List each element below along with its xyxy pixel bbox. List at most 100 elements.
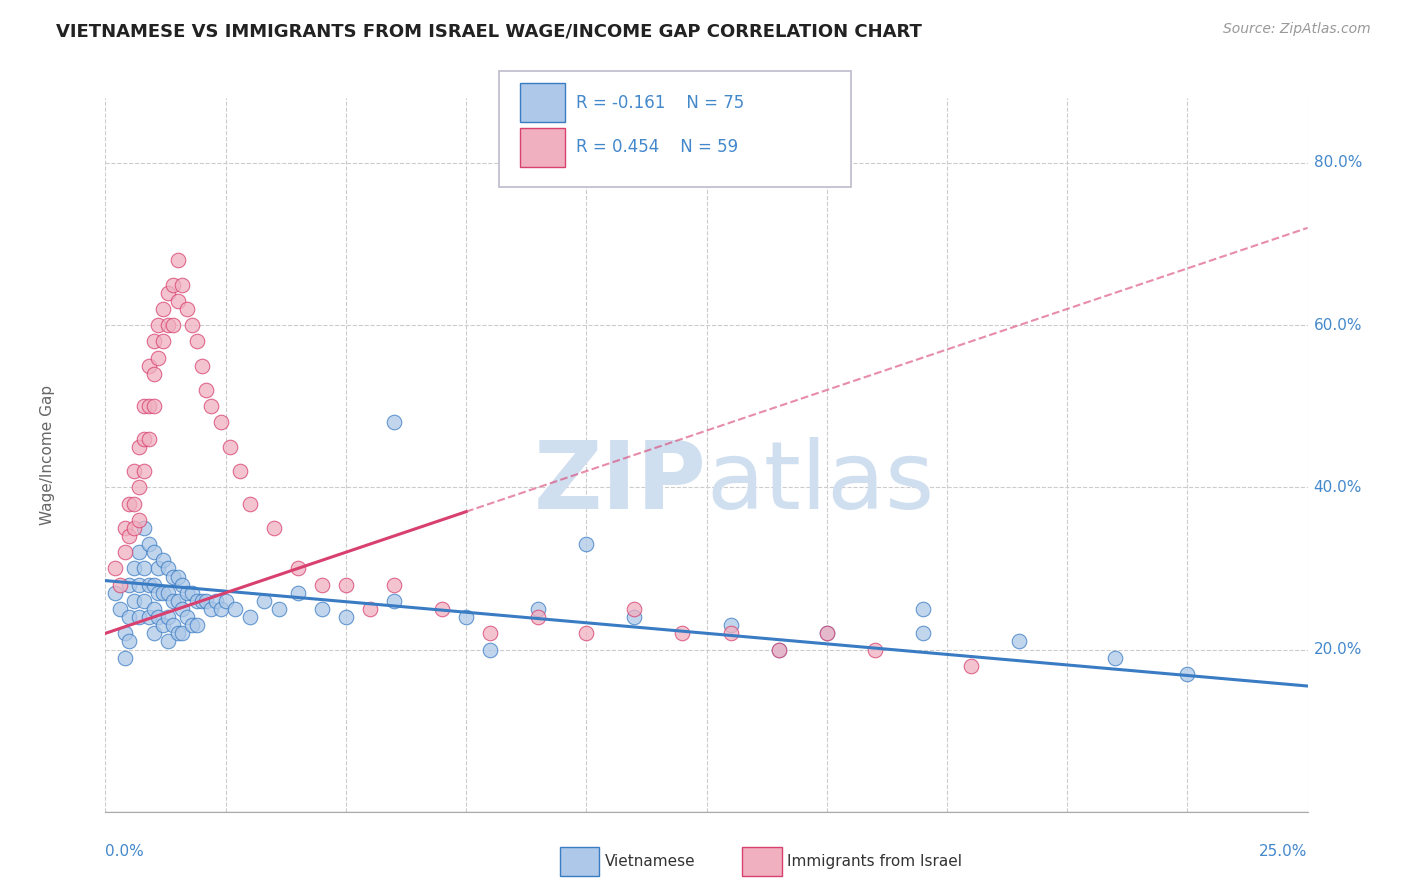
Point: [132, 594, 155, 608]
Point: [148, 561, 170, 575]
Point: [720, 618, 742, 632]
Point: [114, 521, 136, 535]
Point: [124, 464, 146, 478]
Point: [863, 642, 886, 657]
Point: [267, 602, 290, 616]
Point: [152, 618, 174, 632]
Point: [162, 618, 184, 632]
Point: [382, 416, 405, 430]
Point: [195, 594, 218, 608]
Text: R = 0.454    N = 59: R = 0.454 N = 59: [576, 138, 738, 156]
Point: [200, 602, 222, 616]
Point: [200, 399, 222, 413]
Text: 40.0%: 40.0%: [1313, 480, 1362, 495]
Point: [1008, 634, 1031, 648]
Point: [108, 602, 131, 616]
Point: [124, 594, 146, 608]
Point: [181, 618, 204, 632]
Point: [623, 602, 645, 616]
Point: [176, 586, 198, 600]
Point: [239, 497, 262, 511]
Point: [527, 610, 550, 624]
Point: [205, 594, 228, 608]
Point: [253, 594, 276, 608]
Point: [176, 301, 198, 316]
Point: [142, 577, 165, 591]
Point: [132, 399, 155, 413]
Point: [720, 626, 742, 640]
Point: [214, 594, 236, 608]
Point: [190, 359, 212, 373]
Point: [815, 626, 838, 640]
Point: [124, 561, 146, 575]
Text: 25.0%: 25.0%: [1260, 844, 1308, 859]
Point: [172, 602, 194, 616]
Point: [311, 577, 333, 591]
Text: R = -0.161    N = 75: R = -0.161 N = 75: [576, 94, 745, 112]
Point: [382, 594, 405, 608]
Point: [138, 577, 160, 591]
Point: [132, 464, 155, 478]
Point: [138, 610, 160, 624]
Point: [108, 577, 131, 591]
Point: [224, 602, 246, 616]
Point: [195, 383, 218, 397]
Point: [186, 334, 208, 349]
Point: [138, 399, 160, 413]
Point: [156, 318, 179, 333]
Point: [162, 318, 184, 333]
Point: [118, 610, 141, 624]
Point: [142, 602, 165, 616]
Text: Wage/Income Gap: Wage/Income Gap: [41, 384, 55, 525]
Point: [114, 650, 136, 665]
Point: [132, 432, 155, 446]
Point: [104, 586, 127, 600]
Point: [142, 545, 165, 559]
Point: [156, 561, 179, 575]
Point: [124, 497, 146, 511]
Point: [575, 537, 598, 551]
Point: [479, 626, 502, 640]
Text: Vietnamese: Vietnamese: [605, 855, 695, 869]
Point: [172, 626, 194, 640]
Point: [142, 367, 165, 381]
Point: [148, 318, 170, 333]
Point: [142, 399, 165, 413]
Point: [229, 464, 252, 478]
Point: [911, 602, 934, 616]
Text: ZIP: ZIP: [534, 437, 707, 530]
Point: [128, 513, 150, 527]
Point: [152, 334, 174, 349]
Point: [142, 334, 165, 349]
Point: [166, 253, 188, 268]
Point: [239, 610, 262, 624]
Point: [118, 497, 141, 511]
Point: [815, 626, 838, 640]
Point: [768, 642, 790, 657]
Point: [172, 277, 194, 292]
Point: [671, 626, 693, 640]
Text: Immigrants from Israel: Immigrants from Israel: [787, 855, 962, 869]
Point: [128, 577, 150, 591]
Text: 60.0%: 60.0%: [1313, 318, 1362, 333]
Point: [219, 440, 242, 454]
Point: [118, 529, 141, 543]
Point: [152, 301, 174, 316]
Point: [118, 577, 141, 591]
Point: [527, 602, 550, 616]
Point: [142, 626, 165, 640]
Point: [181, 586, 204, 600]
Point: [166, 293, 188, 308]
Point: [454, 610, 477, 624]
Point: [152, 553, 174, 567]
Point: [156, 586, 179, 600]
Point: [176, 610, 198, 624]
Point: [118, 634, 141, 648]
Point: [287, 586, 309, 600]
Point: [114, 626, 136, 640]
Point: [430, 602, 453, 616]
Point: [287, 561, 309, 575]
Point: [148, 351, 170, 365]
Point: [128, 545, 150, 559]
Point: [128, 440, 150, 454]
